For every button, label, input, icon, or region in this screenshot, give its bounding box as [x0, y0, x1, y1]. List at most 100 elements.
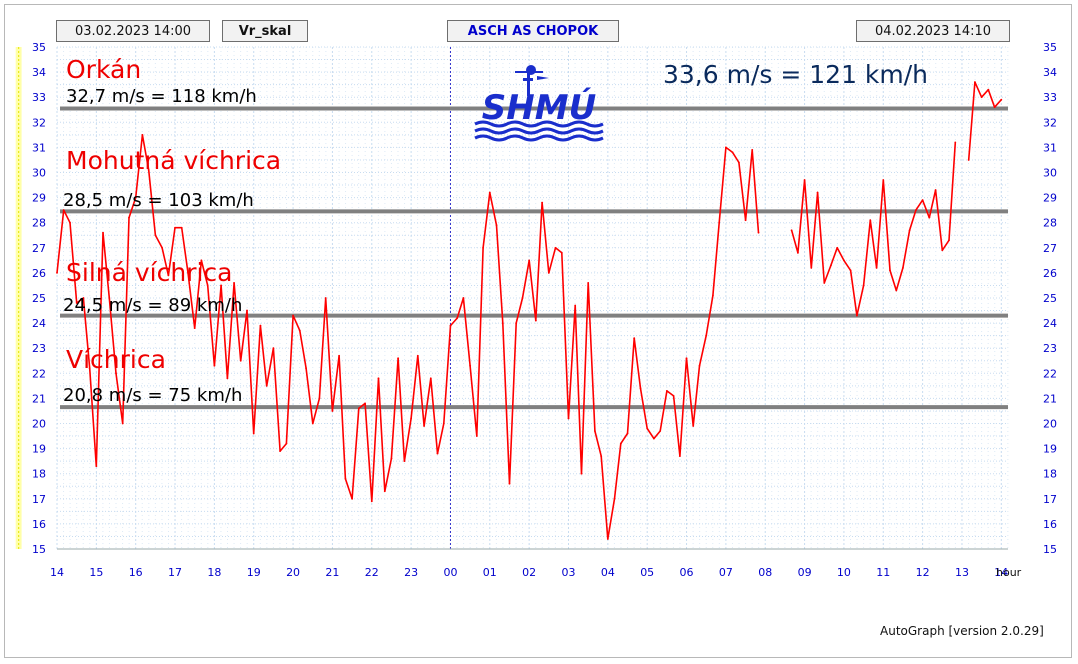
- data-point: [790, 229, 793, 232]
- data-point: [698, 364, 701, 367]
- y-tick-label-right: 15: [1043, 543, 1057, 556]
- data-point: [639, 387, 642, 390]
- data-point: [390, 457, 393, 460]
- y-tick-label-left: 28: [32, 217, 46, 230]
- data-point: [482, 246, 485, 249]
- y-tick-label-left: 35: [32, 41, 46, 54]
- x-tick-label: 13: [955, 566, 969, 579]
- data-point: [187, 272, 189, 274]
- data-point: [279, 450, 281, 453]
- data-point: [239, 359, 242, 362]
- data-point: [213, 364, 216, 367]
- x-tick-label: 04: [601, 566, 615, 579]
- threshold-value-label: 20,8 m/s = 75 km/h: [63, 385, 242, 406]
- y-tick-label-left: 27: [32, 242, 46, 255]
- x-tick-label: 07: [719, 566, 733, 579]
- y-tick-label-left: 18: [32, 468, 46, 481]
- threshold-value-label: 28,5 m/s = 103 km/h: [63, 190, 254, 211]
- data-point: [908, 229, 911, 232]
- y-tick-label-right: 33: [1043, 91, 1057, 104]
- data-point: [324, 297, 327, 299]
- data-point: [731, 151, 734, 154]
- data-point: [928, 216, 931, 219]
- x-tick-label: 16: [129, 566, 143, 579]
- x-tick-label: 23: [404, 566, 418, 579]
- data-point: [803, 179, 806, 181]
- data-point: [410, 417, 413, 420]
- x-tick-label: 21: [325, 566, 339, 579]
- data-point: [298, 329, 301, 332]
- data-point: [442, 422, 445, 425]
- y-tick-label-right: 34: [1043, 66, 1057, 79]
- y-tick-label-right: 27: [1043, 242, 1057, 255]
- data-point: [1000, 98, 1003, 101]
- data-point: [246, 309, 248, 312]
- x-tick-label: 19: [247, 566, 261, 579]
- x-tick-label: 00: [443, 566, 457, 579]
- data-point: [305, 367, 307, 370]
- x-tick-label: 15: [89, 566, 103, 579]
- data-point: [751, 149, 754, 151]
- data-point: [193, 327, 196, 330]
- data-point: [672, 394, 675, 397]
- x-tick-label: 10: [837, 566, 851, 579]
- y-tick-label-left: 26: [32, 267, 46, 280]
- data-point: [88, 367, 91, 370]
- data-point: [613, 497, 616, 500]
- x-tick-label: 12: [916, 566, 930, 579]
- data-point: [678, 455, 681, 458]
- data-point: [593, 430, 596, 432]
- data-point: [226, 377, 229, 380]
- data-point: [685, 357, 688, 360]
- data-point: [980, 96, 983, 99]
- data-point: [69, 221, 71, 224]
- data-point: [318, 397, 321, 400]
- data-point: [843, 259, 845, 262]
- x-tick-label: 11: [876, 566, 890, 579]
- data-point: [869, 219, 872, 222]
- data-point: [974, 81, 976, 84]
- data-point: [574, 304, 577, 307]
- data-point: [646, 427, 649, 430]
- data-point: [475, 435, 478, 437]
- data-point: [862, 284, 865, 287]
- data-point: [397, 357, 400, 360]
- data-point: [462, 297, 465, 299]
- data-point: [338, 354, 341, 357]
- data-point: [626, 432, 629, 435]
- data-point: [830, 264, 832, 267]
- data-point: [357, 407, 360, 410]
- data-point: [364, 402, 366, 405]
- y-tick-label-left: 24: [32, 317, 46, 330]
- y-tick-label-left: 34: [32, 66, 46, 79]
- y-tick-label-left: 33: [32, 91, 46, 104]
- y-tick-label-left: 23: [32, 342, 46, 355]
- data-point: [370, 500, 373, 503]
- variable-box: Vr_skal: [222, 20, 308, 42]
- y-tick-label-left: 30: [32, 167, 46, 180]
- y-tick-label-right: 22: [1043, 367, 1057, 380]
- y-tick-label-right: 30: [1043, 167, 1057, 180]
- data-point: [167, 274, 170, 277]
- data-point: [56, 272, 58, 274]
- data-point: [147, 169, 150, 171]
- y-tick-label-right: 23: [1043, 342, 1057, 355]
- x-tick-label: 06: [680, 566, 694, 579]
- x-tick-label: 01: [483, 566, 497, 579]
- data-point: [560, 251, 563, 254]
- data-point: [823, 282, 826, 284]
- data-point: [220, 284, 222, 287]
- data-point: [541, 201, 544, 204]
- data-point: [141, 133, 144, 136]
- data-point: [515, 322, 518, 324]
- data-point: [692, 425, 695, 427]
- data-point: [134, 196, 137, 199]
- threshold-category: Silná víchrica: [66, 258, 233, 287]
- data-point: [469, 364, 472, 367]
- shmu-logo: SHMÚ: [474, 65, 604, 142]
- data-point: [875, 266, 878, 269]
- data-point: [849, 269, 852, 272]
- data-point: [856, 314, 858, 317]
- data-point: [724, 146, 727, 149]
